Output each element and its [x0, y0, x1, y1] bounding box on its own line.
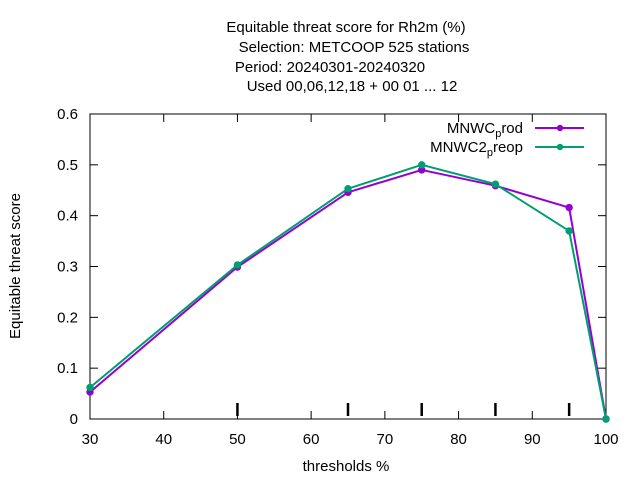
x-axis-ticks: 30 40 50 60 70 80 90 100: [82, 114, 619, 448]
data-point: [233, 261, 242, 269]
data-point: [344, 185, 352, 193]
data-point: [565, 203, 573, 212]
series-line-2: [89, 163, 607, 420]
data-point: [602, 415, 610, 423]
y-axis-label: Equitable threat score: [7, 193, 24, 339]
legend-label-2: MNWC2preop: [430, 139, 523, 159]
y-tick-label: 0.6: [57, 106, 78, 123]
x-tick-label: 40: [155, 431, 172, 448]
series-line-1: [89, 168, 607, 420]
y-tick-label: 0.3: [57, 259, 78, 276]
x-tick-label: 60: [303, 431, 320, 448]
chart-title: Equitable threat score for Rh2m (%) Sele…: [226, 19, 469, 95]
title-line-3: Period: 20240301-20240320: [235, 59, 425, 76]
series-layer: [86, 161, 610, 423]
x-tick-label: 100: [593, 431, 618, 448]
legend-entry-1: MNWCprod: [447, 120, 584, 140]
legend-label-1-main: MNWC: [447, 120, 495, 137]
legend-marker-1: [556, 124, 564, 132]
data-point: [86, 383, 94, 392]
x-minor-marks: [236, 403, 571, 416]
y-tick-label: 0.2: [57, 309, 78, 326]
x-tick-label: 90: [524, 431, 541, 448]
y-tick-label: 0.4: [57, 208, 78, 225]
data-point: [418, 161, 426, 169]
legend-label-2-sub: p: [487, 147, 493, 159]
data-point: [565, 227, 573, 235]
plot-frame: [89, 113, 607, 420]
y-tick-label: 0.5: [57, 157, 78, 174]
title-line-1: Equitable threat score for Rh2m (%): [226, 19, 465, 36]
x-tick-label: 80: [450, 431, 467, 448]
x-axis-label: thresholds %: [303, 458, 390, 475]
y-tick-label: 0: [70, 411, 78, 428]
legend-label-1-sub: p: [495, 128, 501, 140]
y-axis-ticks: 0 0.1 0.2 0.3 0.4 0.5 0.6: [57, 106, 606, 428]
legend-entry-2: MNWC2preop: [430, 139, 584, 159]
title-line-4: Used 00,06,12,18 + 00 01 ... 12: [247, 78, 458, 95]
title-line-2: Selection: METCOOP 525 stations: [239, 39, 470, 56]
legend-label-2-tail: reop: [493, 139, 523, 156]
x-tick-label: 70: [377, 431, 394, 448]
legend: MNWCprod MNWC2preop: [430, 120, 584, 159]
legend-label-2-main: MNWC2: [430, 139, 487, 156]
legend-label-1-tail: rod: [501, 120, 523, 137]
legend-marker-2: [556, 143, 564, 151]
legend-label-1: MNWCprod: [447, 120, 523, 140]
y-tick-label: 0.1: [57, 360, 78, 377]
x-tick-label: 50: [229, 431, 246, 448]
x-tick-label: 30: [82, 431, 99, 448]
data-point: [491, 180, 500, 188]
